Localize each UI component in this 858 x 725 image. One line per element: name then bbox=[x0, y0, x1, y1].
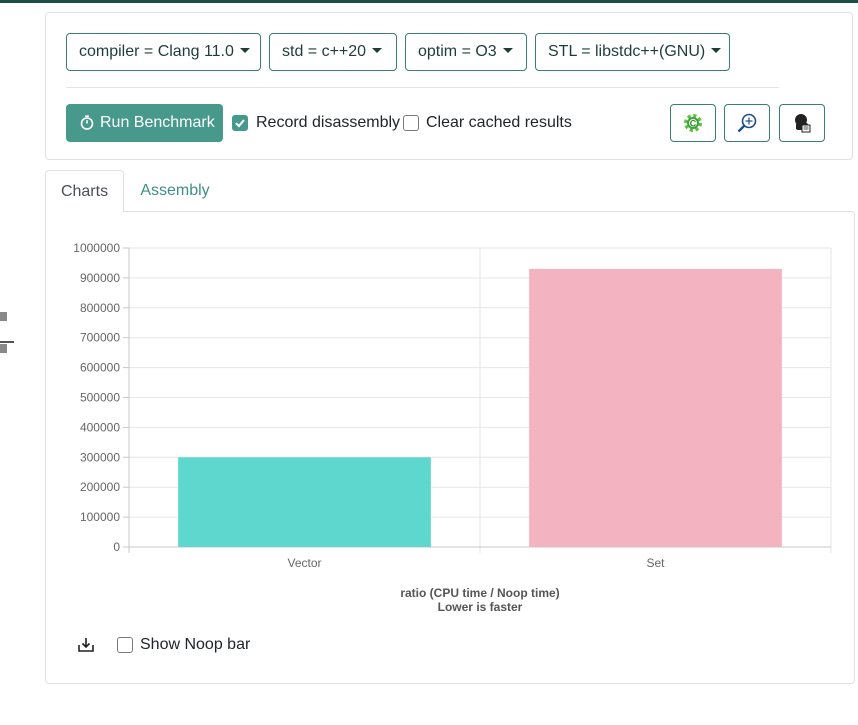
y-tick-label: 400000 bbox=[80, 420, 120, 434]
stl-dropdown-label: STL = libstdc++(GNU) bbox=[548, 43, 706, 60]
svg-text:C: C bbox=[690, 119, 697, 129]
zoom-compare-icon bbox=[737, 113, 757, 133]
controls-divider bbox=[66, 87, 779, 88]
sidebar-resize-handle-lower[interactable] bbox=[0, 344, 7, 353]
optim-dropdown[interactable]: optim = O3 bbox=[405, 33, 527, 71]
run-benchmark-button[interactable]: Run Benchmark bbox=[66, 104, 223, 142]
download-icon[interactable] bbox=[77, 636, 95, 654]
top-accent-bar bbox=[0, 0, 858, 3]
share-icon bbox=[795, 114, 811, 133]
compiler-dropdown[interactable]: compiler = Clang 11.0 bbox=[66, 33, 261, 71]
y-tick-label: 600000 bbox=[80, 361, 120, 375]
clear-cached-results-label: Clear cached results bbox=[426, 114, 572, 131]
std-dropdown[interactable]: std = c++20 bbox=[269, 33, 397, 71]
x-axis-subtitle: Lower is faster bbox=[438, 600, 523, 614]
std-dropdown-label: std = c++20 bbox=[282, 43, 367, 60]
stl-dropdown[interactable]: STL = libstdc++(GNU) bbox=[535, 33, 730, 71]
bar-set bbox=[529, 268, 782, 547]
run-benchmark-label: Run Benchmark bbox=[100, 114, 215, 131]
stopwatch-icon bbox=[80, 115, 94, 130]
y-tick-label: 300000 bbox=[80, 450, 120, 464]
y-tick-label: 1000000 bbox=[73, 241, 120, 255]
show-noop-checkbox[interactable] bbox=[117, 637, 133, 653]
y-tick-label: 100000 bbox=[80, 510, 120, 524]
check-icon bbox=[235, 119, 245, 128]
settings-button[interactable]: C bbox=[670, 104, 716, 142]
compare-button[interactable] bbox=[724, 104, 770, 142]
y-tick-label: 500000 bbox=[80, 391, 120, 405]
x-axis-title: ratio (CPU time / Noop time) bbox=[400, 586, 559, 600]
compiler-dropdown-label: compiler = Clang 11.0 bbox=[79, 43, 234, 60]
show-noop-label: Show Noop bar bbox=[140, 636, 251, 653]
benchmark-controls-panel: compiler = Clang 11.0 std = c++20 optim … bbox=[45, 12, 853, 160]
record-disassembly-checkbox[interactable] bbox=[232, 115, 248, 131]
bar-vector bbox=[178, 457, 431, 547]
y-tick-label: 900000 bbox=[80, 271, 120, 285]
y-tick-label: 800000 bbox=[80, 301, 120, 315]
record-disassembly-label: Record disassembly bbox=[256, 114, 401, 131]
y-tick-label: 700000 bbox=[80, 331, 120, 345]
x-tick-label: Set bbox=[646, 556, 665, 570]
share-button[interactable] bbox=[779, 104, 825, 142]
x-tick-label: Vector bbox=[287, 556, 321, 570]
clear-cached-results-checkbox[interactable] bbox=[403, 115, 419, 131]
sidebar-resize-line bbox=[0, 341, 14, 343]
chevron-down-icon bbox=[239, 48, 250, 53]
chevron-down-icon bbox=[711, 48, 722, 53]
y-tick-label: 200000 bbox=[80, 480, 120, 494]
benchmark-bar-chart: 0 100000 200000 300000 400000 500000 600000 700… bbox=[73, 241, 832, 614]
sidebar-resize-handle[interactable] bbox=[0, 312, 7, 321]
chevron-down-icon bbox=[502, 48, 513, 53]
tab-assembly[interactable]: Assembly bbox=[140, 182, 210, 199]
optim-dropdown-label: optim = O3 bbox=[418, 43, 497, 60]
gear-icon: C bbox=[684, 114, 702, 132]
chart-panel: 0 100000 200000 300000 400000 500000 600000 700… bbox=[45, 211, 855, 684]
chevron-down-icon bbox=[372, 48, 383, 53]
tab-charts[interactable]: Charts bbox=[45, 170, 124, 213]
y-tick-label: 0 bbox=[113, 540, 120, 554]
